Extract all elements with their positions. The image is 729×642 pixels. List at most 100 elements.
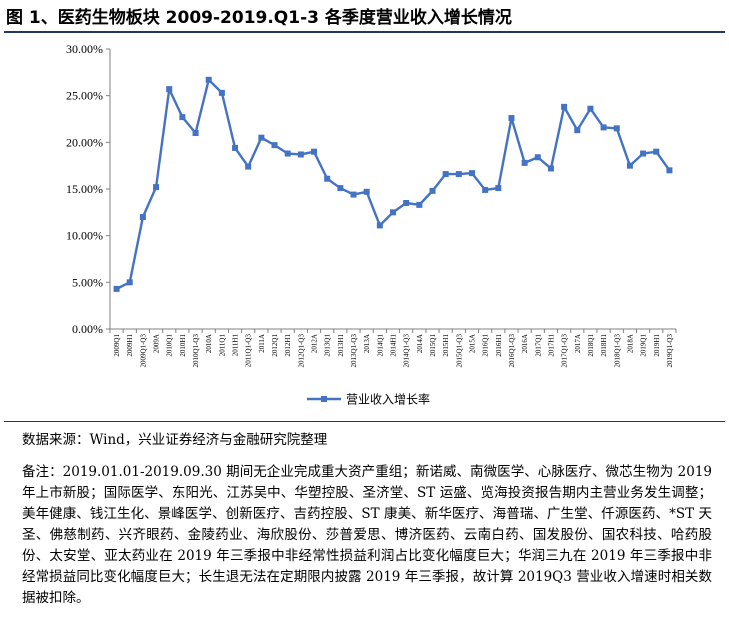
x-tick-label: 2015Q1-Q3 xyxy=(455,334,463,368)
x-tick-label: 2013H1 xyxy=(337,334,345,357)
x-tick-label: 2010A xyxy=(205,334,213,353)
data-point xyxy=(218,89,225,96)
x-tick-label: 2012A xyxy=(311,334,319,353)
data-point xyxy=(297,151,304,158)
data-point xyxy=(547,165,554,172)
x-tick-label: 2015A xyxy=(468,334,476,353)
data-point xyxy=(495,185,502,192)
data-point xyxy=(429,187,436,194)
legend: 营业收入增长率 xyxy=(307,392,430,407)
x-tick-label: 2017H1 xyxy=(547,334,555,357)
x-tick-label: 2014A xyxy=(416,334,424,353)
y-tick-label: 5.00% xyxy=(72,275,103,289)
data-point xyxy=(363,188,370,195)
x-tick-label: 2018A xyxy=(626,334,634,353)
data-point xyxy=(192,130,199,136)
x-tick-label: 2012H1 xyxy=(284,334,292,357)
y-tick-label: 25.00% xyxy=(66,89,103,103)
x-tick-label: 2009Q1 xyxy=(113,334,121,357)
title-divider xyxy=(4,31,725,33)
data-point xyxy=(442,171,449,178)
data-point xyxy=(561,103,568,110)
legend-marker xyxy=(321,396,327,402)
data-point xyxy=(337,185,344,192)
x-tick-label: 2010Q1-Q3 xyxy=(192,334,200,368)
data-point xyxy=(521,159,528,166)
data-point xyxy=(626,162,633,169)
data-point xyxy=(416,201,423,208)
x-tick-label: 2009Q1-Q3 xyxy=(139,334,147,368)
x-tick-label: 2014Q1-Q3 xyxy=(403,334,411,368)
revenue-growth-line-chart: 0.00% 5.00% 10.00% 15.00% 20.00% 25.00% 30.00%… xyxy=(66,42,677,407)
data-point xyxy=(653,148,660,155)
x-tick-label: 2016A xyxy=(521,334,529,353)
x-tick-label: 2012Q1-Q3 xyxy=(297,334,305,368)
chart-divider xyxy=(4,421,725,422)
data-point xyxy=(311,148,318,155)
y-tick-label: 0.00% xyxy=(72,322,103,336)
data-point xyxy=(139,214,146,220)
x-tick-label: 2013Q1-Q3 xyxy=(350,334,358,368)
x-axis: 2009Q1 2009H1 2009Q1-Q3 2009A 2010Q1 2010H1 20… xyxy=(109,328,677,368)
data-point xyxy=(284,150,291,157)
series-line xyxy=(116,78,671,290)
data-point xyxy=(126,279,133,286)
data-source: 数据来源：Wind，兴业证券经济与金融研究院整理 xyxy=(22,432,328,448)
x-tick-label: 2016H1 xyxy=(495,334,503,357)
data-point xyxy=(640,150,647,157)
data-point xyxy=(600,124,607,131)
data-point xyxy=(574,127,581,134)
x-tick-label: 2014H1 xyxy=(390,334,398,357)
y-tick-label: 10.00% xyxy=(66,229,103,243)
data-point xyxy=(587,105,594,112)
data-point xyxy=(166,86,173,93)
x-tick-label: 2011Q1-Q3 xyxy=(245,334,253,368)
data-point xyxy=(534,154,541,161)
x-tick-label: 2015H1 xyxy=(442,334,450,357)
x-tick-label: 2013A xyxy=(363,334,371,353)
x-tick-label: 2019Q1 xyxy=(640,334,648,357)
data-point xyxy=(324,175,331,182)
x-tick-label: 2018Q1-Q3 xyxy=(613,334,621,368)
footnote: 备注：2019.01.01-2019.09.30 期间无企业完成重大资产重组；新… xyxy=(22,464,712,606)
x-tick-label: 2018Q1 xyxy=(587,334,595,357)
y-tick-label: 20.00% xyxy=(66,135,103,149)
data-point xyxy=(350,191,357,198)
data-point xyxy=(376,222,383,229)
x-tick-label: 2009H1 xyxy=(126,334,134,357)
x-tick-label: 2013Q1 xyxy=(324,334,332,357)
x-tick-label: 2012Q1 xyxy=(271,334,279,357)
data-point xyxy=(390,209,396,216)
data-point xyxy=(482,186,489,193)
data-point xyxy=(403,200,410,206)
x-tick-label: 2011Q1 xyxy=(218,334,226,357)
data-point xyxy=(258,134,265,141)
x-tick-label: 2019Q1-Q3 xyxy=(666,334,674,368)
data-point xyxy=(271,142,278,149)
x-tick-label: 2014Q1 xyxy=(376,334,384,357)
x-tick-label: 2018H1 xyxy=(600,334,608,357)
data-point xyxy=(455,171,462,178)
x-tick-label: 2016Q1 xyxy=(482,334,490,357)
data-point xyxy=(153,184,160,191)
data-point xyxy=(613,125,620,132)
series-revenue-growth xyxy=(113,76,673,292)
data-point xyxy=(179,114,186,121)
x-tick-label: 2011A xyxy=(258,334,266,353)
x-tick-label: 2016Q1-Q3 xyxy=(508,334,516,368)
x-tick-label: 2017A xyxy=(574,334,582,353)
x-tick-label: 2019H1 xyxy=(653,334,661,357)
legend-label: 营业收入增长率 xyxy=(346,392,430,407)
data-point xyxy=(232,144,239,151)
data-point xyxy=(508,115,515,122)
y-tick-label: 15.00% xyxy=(66,182,103,196)
x-tick-label: 2017Q1 xyxy=(534,334,542,357)
data-point xyxy=(113,285,120,292)
x-tick-label: 2010H1 xyxy=(179,334,187,357)
y-axis: 0.00% 5.00% 10.00% 15.00% 20.00% 25.00% 30.00% xyxy=(66,42,111,336)
x-tick-label: 2015Q1 xyxy=(429,334,437,357)
y-tick-label: 30.00% xyxy=(66,42,103,56)
x-tick-label: 2009A xyxy=(153,334,161,353)
data-point xyxy=(205,76,212,83)
data-point xyxy=(245,163,252,170)
